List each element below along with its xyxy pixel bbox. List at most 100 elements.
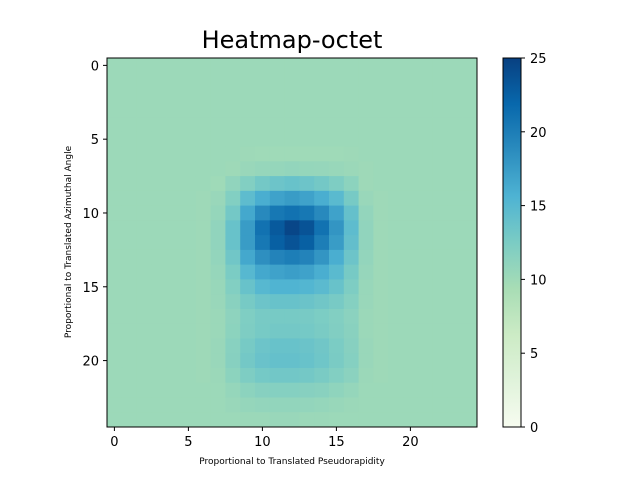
heatmap-cell	[447, 58, 463, 74]
heatmap-cell	[343, 235, 360, 251]
heatmap-cell	[181, 146, 197, 162]
heatmap-cell	[225, 235, 241, 251]
heatmap-cell	[417, 382, 434, 398]
heatmap-cell	[136, 176, 152, 192]
heatmap-cell	[240, 72, 256, 89]
heatmap-cell	[299, 382, 315, 398]
heatmap-cell	[151, 190, 167, 207]
heatmap-cell	[166, 412, 182, 428]
heatmap-cell	[358, 338, 374, 354]
heatmap-cell	[329, 72, 345, 89]
heatmap-cell	[358, 367, 374, 384]
y-tick-label: 5	[91, 133, 99, 148]
heatmap-cell	[417, 72, 434, 89]
heatmap-cell	[107, 323, 123, 339]
heatmap-cell	[255, 308, 271, 325]
heatmap-cell	[373, 308, 389, 325]
heatmap-cell	[210, 397, 226, 413]
heatmap-cell	[284, 412, 300, 428]
heatmap-cell	[181, 176, 197, 192]
heatmap-cell	[195, 161, 212, 177]
heatmap-cell	[343, 205, 360, 221]
heatmap-cell	[358, 220, 374, 236]
heatmap-cell	[166, 308, 182, 325]
heatmap-cell	[432, 87, 448, 103]
heatmap-cell	[329, 264, 345, 280]
heatmap-cell	[151, 412, 167, 428]
heatmap-cell	[240, 323, 256, 339]
heatmap-cell	[462, 205, 478, 221]
heatmap-cell	[462, 176, 478, 192]
heatmap-cell	[284, 338, 300, 354]
heatmap-cell	[329, 323, 345, 339]
heatmap-cell	[107, 264, 123, 280]
heatmap-cell	[373, 220, 389, 236]
heatmap-cell	[299, 58, 315, 74]
heatmap-cell	[343, 412, 360, 428]
heatmap-cell	[314, 176, 330, 192]
heatmap-cell	[210, 382, 226, 398]
heatmap-cell	[107, 308, 123, 325]
heatmap-cell	[225, 412, 241, 428]
heatmap-cell	[388, 205, 404, 221]
heatmap-cell	[343, 353, 360, 369]
heatmap-cell	[447, 161, 463, 177]
heatmap-cell	[151, 382, 167, 398]
heatmap-cell	[373, 249, 389, 266]
heatmap-cell	[403, 412, 419, 428]
heatmap-cell	[107, 72, 123, 89]
heatmap-cell	[240, 146, 256, 162]
heatmap-cell	[107, 412, 123, 428]
heatmap-cell	[447, 235, 463, 251]
heatmap-cell	[358, 176, 374, 192]
heatmap-cell	[314, 264, 330, 280]
heatmap-cell	[240, 308, 256, 325]
heatmap-cell	[432, 58, 448, 74]
heatmap-cell	[136, 412, 152, 428]
heatmap-cell	[417, 338, 434, 354]
heatmap-cell	[195, 205, 212, 221]
heatmap-cell	[181, 323, 197, 339]
colorbar-tick-label: 10	[530, 273, 547, 288]
heatmap-cell	[299, 220, 315, 236]
heatmap-cell	[166, 205, 182, 221]
heatmap-cell	[432, 294, 448, 310]
heatmap-cell	[388, 308, 404, 325]
heatmap-cell	[432, 382, 448, 398]
heatmap-cell	[151, 102, 167, 118]
heatmap-cell	[166, 397, 182, 413]
heatmap-cell	[225, 58, 241, 74]
heatmap-cell	[358, 382, 374, 398]
heatmap-cell	[373, 117, 389, 133]
heatmap-cell	[432, 353, 448, 369]
heatmap-cell	[255, 279, 271, 295]
heatmap-cell	[121, 117, 138, 133]
heatmap-cell	[269, 264, 286, 280]
heatmap-cell	[358, 87, 374, 103]
heatmap-cell	[329, 397, 345, 413]
heatmap-cell	[240, 264, 256, 280]
heatmap-cell	[225, 146, 241, 162]
heatmap-cell	[210, 279, 226, 295]
heatmap-cell	[388, 235, 404, 251]
heatmap-cell	[432, 117, 448, 133]
heatmap-cell	[299, 294, 315, 310]
heatmap-cell	[240, 353, 256, 369]
heatmap-cell	[299, 161, 315, 177]
heatmap-cell	[210, 412, 226, 428]
heatmap-cell	[447, 397, 463, 413]
heatmap-cell	[269, 412, 286, 428]
heatmap-cell	[181, 397, 197, 413]
heatmap-cell	[358, 161, 374, 177]
heatmap-cell	[195, 367, 212, 384]
heatmap-cell	[240, 294, 256, 310]
heatmap-cell	[358, 235, 374, 251]
heatmap-cell	[329, 279, 345, 295]
heatmap-cell	[269, 397, 286, 413]
heatmap-cell	[255, 205, 271, 221]
heatmap-cell	[210, 58, 226, 74]
heatmap-cell	[373, 205, 389, 221]
heatmap-cell	[195, 353, 212, 369]
heatmap-cell	[269, 176, 286, 192]
heatmap-cell	[107, 190, 123, 207]
